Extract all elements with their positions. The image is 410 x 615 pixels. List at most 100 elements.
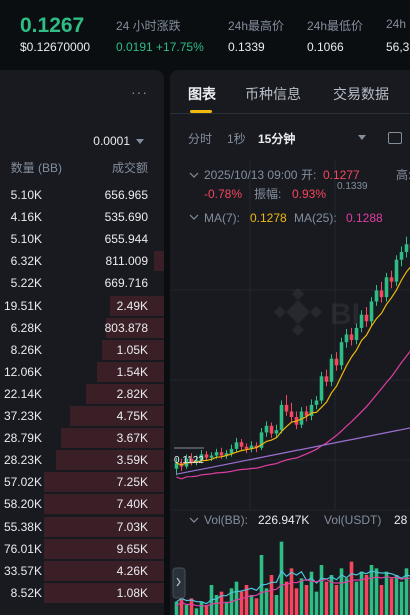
order-amount: 1.08K <box>116 585 148 600</box>
depth-bar <box>86 383 164 404</box>
more-menu-icon[interactable]: ··· <box>131 84 148 100</box>
depth-bar <box>44 494 164 515</box>
candle-body <box>224 453 229 456</box>
candlestick-chart[interactable]: BI 2025/10/13 09:00 开: 0.1277 高: -0.78% … <box>170 160 410 615</box>
candle-body <box>289 411 294 417</box>
volume-bar <box>369 565 374 615</box>
order-qty: 22.14K <box>3 386 42 401</box>
volume-bar <box>189 598 194 615</box>
interval-timeline[interactable]: 分时 <box>188 132 213 146</box>
volume-bar <box>314 591 319 615</box>
volume-bar <box>269 575 274 615</box>
order-book-row[interactable]: 4.16K 535.690 <box>0 206 164 228</box>
order-book-row[interactable]: 5.10K 655.944 <box>0 228 164 250</box>
volume-bar <box>254 598 259 615</box>
volume-bar <box>294 588 299 615</box>
candle-body <box>309 404 314 416</box>
candle-body <box>364 314 369 322</box>
interval-1s[interactable]: 1秒 <box>227 132 246 146</box>
order-amount: 4.26K <box>116 563 148 578</box>
candle-body <box>339 342 344 366</box>
depth-bar <box>44 538 164 559</box>
tab-coin-info[interactable]: 币种信息 <box>245 86 301 102</box>
depth-bar <box>44 516 164 537</box>
order-amount: 3.67K <box>116 431 148 446</box>
volume-bar <box>364 575 369 615</box>
candle-body <box>189 458 194 463</box>
order-book-row[interactable]: 57.02K 7.25K <box>0 471 164 493</box>
order-qty: 37.23K <box>3 409 42 423</box>
order-book-row[interactable]: 5.22K 669.716 <box>0 272 164 294</box>
order-book-row[interactable]: 76.01K 9.65K <box>0 538 164 560</box>
ma25-line <box>176 350 410 480</box>
order-book-row[interactable]: 12.06K 1.54K <box>0 361 164 383</box>
order-book-row[interactable]: 37.23K 4.75K <box>0 405 164 427</box>
order-qty: 8.26K <box>10 342 42 357</box>
exchange-watermark-icon: BI <box>274 288 360 336</box>
order-book-row[interactable]: 8.52K 1.08K <box>0 582 164 604</box>
candle-body <box>384 277 389 298</box>
volume-bar <box>184 605 189 615</box>
active-tab-indicator <box>190 110 212 113</box>
volume-bar <box>319 565 324 615</box>
vol-bb-value: 226.947K <box>258 513 309 527</box>
volume-bar <box>384 571 389 615</box>
candle-body <box>404 244 409 252</box>
ticker-header: 0.1267 $0.12670000 24 小时涨跌 0.0191 +17.75… <box>0 0 410 60</box>
chart-scroll-handle[interactable] <box>172 567 186 599</box>
volume-bar <box>329 575 334 615</box>
order-book-row[interactable]: 19.51K 2.49K <box>0 295 164 317</box>
order-amount: 2.82K <box>116 386 148 401</box>
depth-bar <box>44 560 164 581</box>
candle-body <box>329 358 334 382</box>
order-book-row[interactable]: 5.10K 656.965 <box>0 184 164 206</box>
order-book-row[interactable]: 22.14K 2.82K <box>0 383 164 405</box>
volume-collapse-icon[interactable] <box>189 517 199 523</box>
order-amount: 2.49K <box>116 298 148 313</box>
order-amount: 7.40K <box>116 497 148 512</box>
change-pct: +17.75% <box>156 40 204 54</box>
open-label: 开: <box>301 168 316 182</box>
quantity-header: 数量 (BB) <box>10 161 62 175</box>
candle-body <box>259 432 264 448</box>
vol-usdt-label: Vol(USDT) <box>324 513 381 527</box>
candle-body <box>194 459 199 463</box>
interval-dropdown-icon[interactable] <box>358 135 366 140</box>
order-qty: 12.06K <box>3 364 42 379</box>
volume-bar <box>339 568 344 615</box>
order-book-row[interactable]: 6.28K 803.878 <box>0 317 164 339</box>
chart-grid <box>170 160 410 511</box>
order-book-row[interactable]: 33.57K 4.26K <box>0 560 164 582</box>
tab-chart[interactable]: 图表 <box>188 86 216 102</box>
order-book-row[interactable]: 6.32K 811.009 <box>0 250 164 272</box>
order-book-row[interactable]: 28.79K 3.67K <box>0 427 164 449</box>
candle-body <box>204 454 209 458</box>
calendar-icon[interactable] <box>388 132 402 144</box>
candle-date: 2025/10/13 09:00 <box>204 168 298 182</box>
volume-bar <box>194 608 199 615</box>
candle-body <box>199 454 204 460</box>
vol-bb-label: Vol(BB): <box>204 513 248 527</box>
interval-15m[interactable]: 15分钟 <box>258 132 296 146</box>
order-amount: 1.54K <box>116 364 148 379</box>
tab-trade-data[interactable]: 交易数据 <box>333 86 389 102</box>
volume-bar <box>264 588 269 615</box>
volume-bar <box>299 578 304 615</box>
candle-body <box>249 445 254 449</box>
volume-value: 56,3 <box>386 40 410 54</box>
precision-select[interactable]: 0.0001 <box>93 134 144 148</box>
depth-bar <box>70 406 164 426</box>
order-book-row[interactable]: 58.20K 7.40K <box>0 493 164 515</box>
collapse-icon[interactable] <box>189 172 199 178</box>
volume-bar <box>239 591 244 615</box>
low-label: 24h最低价 <box>307 19 364 33</box>
volume-bar <box>344 578 349 615</box>
order-book-row[interactable]: 55.38K 7.03K <box>0 516 164 538</box>
order-book-row[interactable]: 28.23K 3.59K <box>0 449 164 471</box>
precision-value: 0.0001 <box>93 134 130 148</box>
order-amount: 4.75K <box>116 409 148 423</box>
order-book-row[interactable]: 8.26K 1.05K <box>0 339 164 361</box>
svg-text:BI: BI <box>330 298 360 331</box>
volume-bar <box>309 571 314 615</box>
ma-collapse-icon[interactable] <box>189 214 199 220</box>
